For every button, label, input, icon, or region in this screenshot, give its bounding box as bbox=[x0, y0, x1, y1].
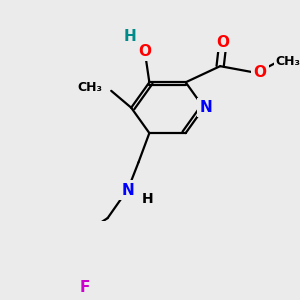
Text: O: O bbox=[254, 64, 267, 80]
Text: H: H bbox=[142, 192, 153, 206]
Text: O: O bbox=[138, 44, 151, 59]
Text: O: O bbox=[216, 35, 230, 50]
Text: CH₃: CH₃ bbox=[276, 55, 300, 68]
Text: F: F bbox=[80, 280, 90, 295]
Text: H: H bbox=[124, 29, 137, 44]
Text: CH₃: CH₃ bbox=[77, 81, 102, 94]
Text: N: N bbox=[199, 100, 212, 115]
Text: N: N bbox=[121, 183, 134, 198]
